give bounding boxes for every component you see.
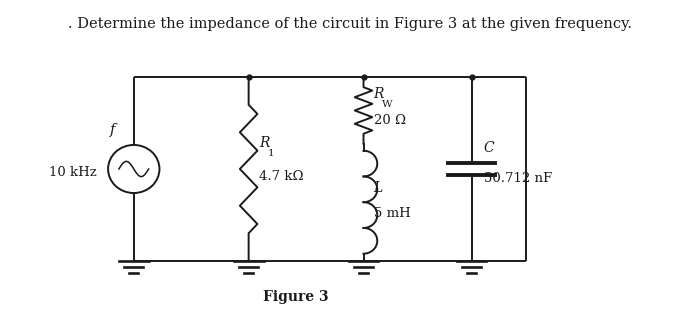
Text: Figure 3: Figure 3	[263, 290, 329, 304]
Text: f: f	[109, 123, 115, 137]
Text: R: R	[259, 136, 270, 150]
Text: W: W	[382, 100, 393, 109]
Text: 1: 1	[267, 149, 274, 158]
Text: 20 Ω: 20 Ω	[374, 114, 406, 127]
Text: . Determine the impedance of the circuit in Figure 3 at the given frequency.: . Determine the impedance of the circuit…	[68, 17, 632, 31]
Text: C: C	[484, 141, 494, 155]
Text: R: R	[374, 87, 384, 101]
Text: L: L	[374, 181, 383, 195]
Text: 10 kHz: 10 kHz	[49, 166, 97, 179]
Text: 50.712 nF: 50.712 nF	[484, 172, 552, 185]
Text: 5 mH: 5 mH	[374, 207, 410, 220]
Text: 4.7 kΩ: 4.7 kΩ	[259, 170, 303, 183]
